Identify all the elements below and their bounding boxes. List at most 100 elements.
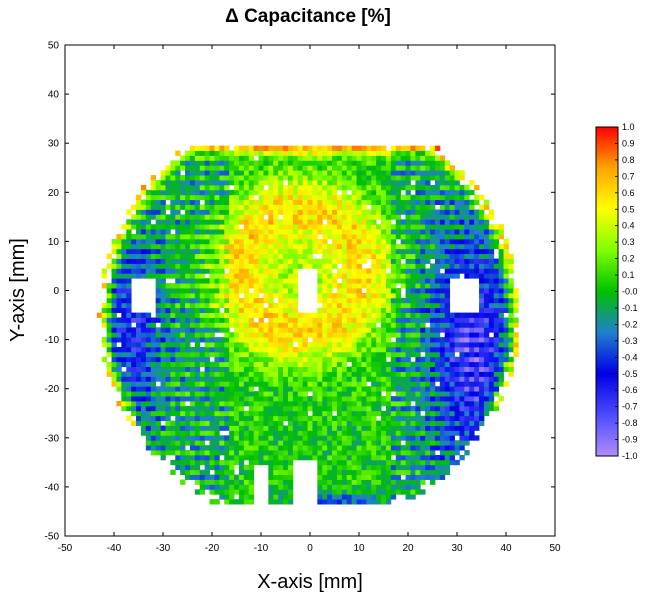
heatmap-cell [464,396,470,402]
heatmap-cell [327,386,333,392]
heatmap-cell [268,440,274,446]
heatmap-cell [395,342,402,348]
heatmap-cell [214,484,220,490]
heatmap-cell [297,381,304,387]
heatmap-cell [415,283,421,289]
heatmap-cell [317,224,323,230]
heatmap-cell [283,297,289,304]
heatmap-cell [204,425,210,431]
heatmap-cell [185,454,191,461]
heatmap-cell [439,356,446,363]
heatmap-cell [278,273,284,279]
heatmap-cell [131,204,137,210]
heatmap-cell [189,459,196,466]
heatmap-cell [390,268,397,274]
heatmap-cell [224,381,230,387]
heatmap-cell [439,337,446,343]
heatmap-cell [229,499,235,505]
heatmap-cell [322,459,328,466]
heatmap-cell [287,199,294,205]
heatmap-cell [327,405,333,412]
heatmap-cell [351,479,357,485]
heatmap-cell [209,209,215,215]
heatmap-cell [214,489,220,495]
heatmap-cell [444,450,451,456]
heatmap-cell [278,243,284,250]
heatmap-cell [234,170,240,176]
heatmap-cell [439,307,446,313]
heatmap-cell [395,312,402,318]
heatmap-cell [253,405,259,412]
heatmap-cell [214,376,220,382]
heatmap-cell [327,302,333,309]
heatmap-cell [322,288,328,294]
heatmap-cell [474,386,480,392]
heatmap-cell [381,204,387,210]
heatmap-cell [136,263,142,269]
heatmap-cell [145,420,152,426]
heatmap-cell [371,450,377,456]
heatmap-cell [209,160,215,166]
heatmap-cell [376,273,382,279]
heatmap-cell [469,396,475,402]
heatmap-cell [395,160,402,166]
heatmap-cell [283,312,289,318]
heatmap-cell [287,283,294,289]
heatmap-cell [332,248,338,255]
heatmap-cell [449,386,455,392]
heatmap-cell [434,342,441,348]
heatmap-cell [312,400,318,407]
heatmap-cell [273,150,279,156]
heatmap-cell [439,238,446,245]
heatmap-cell [209,278,215,284]
heatmap-cell [449,258,455,264]
heatmap-cell [459,238,465,245]
heatmap-cell [219,189,225,196]
heatmap-cell [116,371,122,377]
heatmap-cell [322,214,328,220]
heatmap-cell [189,327,196,333]
heatmap-cell [430,184,436,191]
heatmap-cell [420,204,426,210]
heatmap-cell [479,322,485,328]
heatmap-cell [283,464,289,471]
heatmap-cell [346,288,353,294]
heatmap-cell [425,273,431,279]
heatmap-cell [170,361,176,368]
heatmap-cell [322,278,328,284]
heatmap-cell [145,238,152,245]
heatmap-cell [430,445,436,451]
heatmap-cell [170,268,176,274]
heatmap-cell [415,194,421,201]
heatmap-cell [224,292,230,299]
heatmap-cell [385,410,392,417]
heatmap-cell [165,229,171,235]
heatmap-cell [234,204,240,210]
heatmap-cell [332,175,338,181]
heatmap-cell [243,386,250,392]
heatmap-cell [170,351,176,358]
heatmap-cell [199,238,206,245]
heatmap-cell [479,278,485,284]
heatmap-cell [381,307,387,313]
heatmap-cell [493,366,500,372]
heatmap-cell [170,327,176,333]
heatmap-cell [425,180,431,186]
heatmap-cell [160,170,166,176]
heatmap-cell [415,234,421,240]
heatmap-cell [116,302,122,309]
heatmap-cell [400,346,406,353]
heatmap-cell [185,332,191,338]
heatmap-cell [307,332,313,338]
heatmap-cell [356,386,362,392]
heatmap-cell [219,356,225,363]
heatmap-cell [425,209,431,215]
heatmap-cell [390,322,397,328]
heatmap-cell [165,194,171,201]
heatmap-cell [361,425,367,431]
heatmap-cell [381,302,387,309]
heatmap-cell [454,459,460,466]
heatmap-cell [332,484,338,490]
heatmap-cell [444,209,451,215]
heatmap-cell [425,474,431,480]
